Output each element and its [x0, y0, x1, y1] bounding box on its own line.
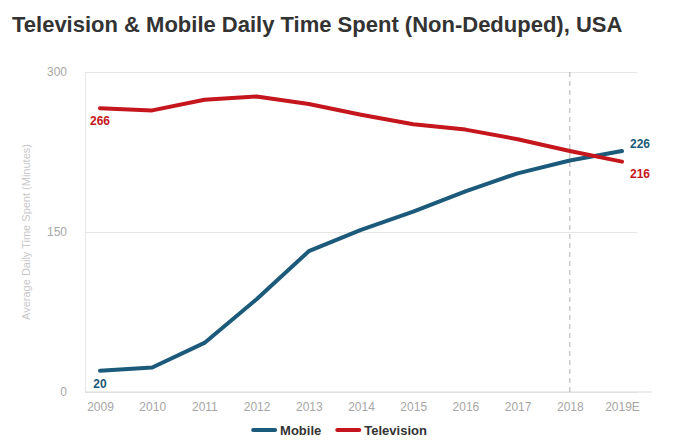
x-tick: 2015 — [400, 392, 427, 414]
line-series — [100, 97, 622, 162]
x-tick: 2010 — [139, 392, 166, 414]
x-tick-label: 2013 — [296, 400, 323, 414]
plot-area — [100, 97, 622, 371]
x-tick-label: 2016 — [453, 400, 480, 414]
reference-line — [569, 72, 570, 392]
y-tick: 300 — [47, 65, 637, 79]
annotation: 20 — [93, 377, 107, 391]
x-tick: 2019E — [605, 392, 640, 414]
y-axis-title: Average Daily Time Spent (Minutes) — [20, 144, 32, 320]
annotation: 216 — [630, 167, 650, 181]
legend-swatch — [253, 428, 275, 432]
x-tick: 2011 — [192, 392, 218, 414]
x-tick-label: 2009 — [87, 400, 114, 414]
legend-label: Mobile — [280, 423, 321, 438]
legend: Mobile Television — [253, 423, 427, 438]
x-tick-label: 2011 — [192, 400, 218, 414]
line-series — [100, 151, 622, 371]
legend-item: Mobile — [253, 423, 321, 438]
x-tick: 2014 — [348, 392, 375, 414]
x-tick-label: 2010 — [139, 400, 166, 414]
x-tick: 2009 — [87, 392, 114, 414]
y-tick-label: 150 — [47, 225, 67, 239]
x-axis-line — [85, 392, 652, 393]
annotation: 266 — [90, 114, 110, 128]
x-tick: 2017 — [505, 392, 532, 414]
x-tick-label: 2018 — [557, 400, 584, 414]
grid-line — [85, 72, 637, 73]
y-axis: 0 150 300 — [47, 65, 637, 399]
y-tick-label: 300 — [47, 65, 67, 79]
legend-swatch — [337, 428, 359, 432]
x-axis: 2009 2010 2011 2012 2013 2014 2015 2016 2017 2018… — [85, 392, 652, 414]
x-tick-label: 2014 — [348, 400, 375, 414]
x-tick: 2012 — [244, 392, 271, 414]
y-axis-line — [86, 73, 638, 393]
legend-label: Television — [364, 423, 427, 438]
x-tick-label: 2015 — [400, 400, 427, 414]
x-tick-label: 2019E — [605, 400, 640, 414]
x-tick: 2018 — [557, 392, 584, 414]
x-tick: 2013 — [296, 392, 323, 414]
legend-item: Television — [337, 423, 427, 438]
annotation: 226 — [630, 137, 650, 151]
x-tick: 2016 — [453, 392, 480, 414]
chart: Television & Mobile Daily Time Spent (No… — [0, 0, 700, 443]
title: Television & Mobile Daily Time Spent (No… — [12, 12, 622, 37]
y-tick-label: 0 — [60, 385, 67, 399]
x-tick-label: 2012 — [244, 400, 271, 414]
x-tick-label: 2017 — [505, 400, 532, 414]
grid-line — [85, 232, 637, 233]
